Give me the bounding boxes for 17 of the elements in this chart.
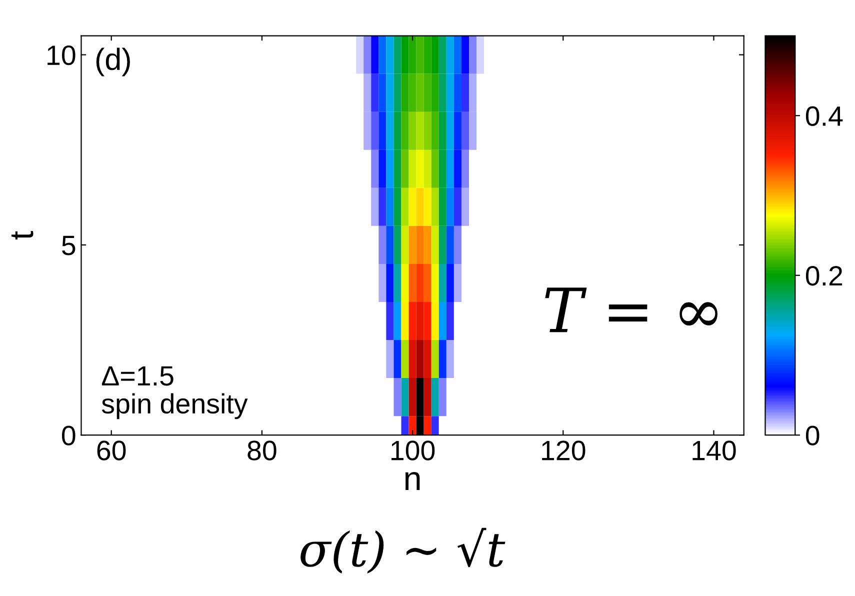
color-bar-label: 0 (806, 426, 820, 446)
color-bar-label: 0.4 (806, 106, 843, 126)
x-tick-label: 60 (97, 440, 126, 460)
x-axis-title: n (405, 472, 420, 490)
color-bar-label: 0.2 (806, 266, 842, 286)
x-tick-label: 120 (542, 440, 586, 460)
y-tick-label: 0 (62, 426, 76, 446)
y-axis-title: t (11, 231, 34, 240)
x-tick-label: 100 (391, 440, 435, 460)
annotation: (d) (96, 48, 130, 76)
annotation: Δ=1.5 spin density (102, 366, 248, 420)
y-tick-label: 5 (62, 236, 76, 256)
text: σ(t) ~ √t (300, 528, 506, 574)
x-tick-label: 140 (692, 440, 736, 460)
y-tick-label: 10 (48, 45, 76, 66)
annotation: T = ∞ (545, 288, 718, 332)
x-tick-label: 80 (248, 440, 276, 460)
